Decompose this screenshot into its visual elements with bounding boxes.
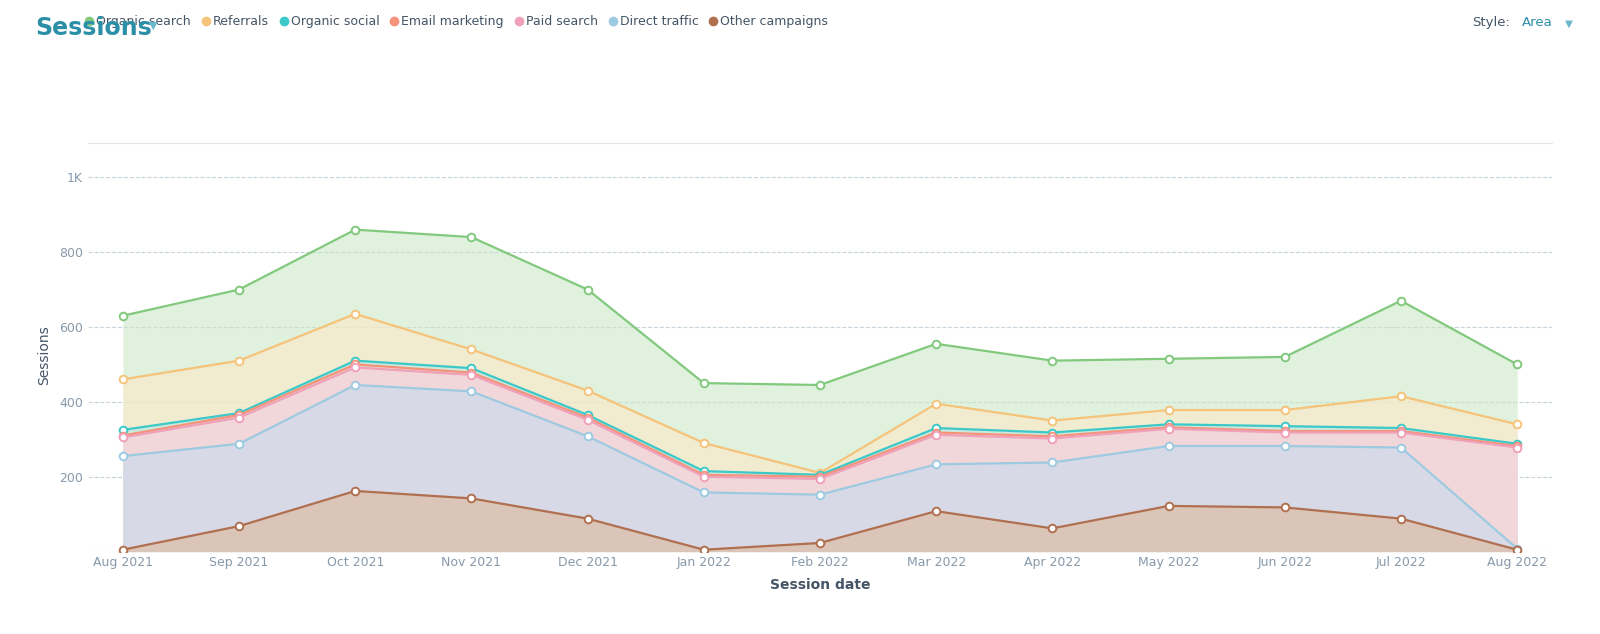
Y-axis label: Sessions: Sessions (37, 325, 51, 385)
Text: ▼: ▼ (149, 20, 157, 30)
X-axis label: Session date: Session date (770, 578, 870, 592)
Legend: Organic search, Referrals, Organic social, Email marketing, Paid search, Direct : Organic search, Referrals, Organic socia… (86, 15, 829, 29)
Text: ▼: ▼ (1565, 19, 1573, 29)
Text: Area: Area (1522, 16, 1552, 29)
Text: Sessions: Sessions (35, 16, 152, 40)
Text: Style:: Style: (1472, 16, 1510, 29)
